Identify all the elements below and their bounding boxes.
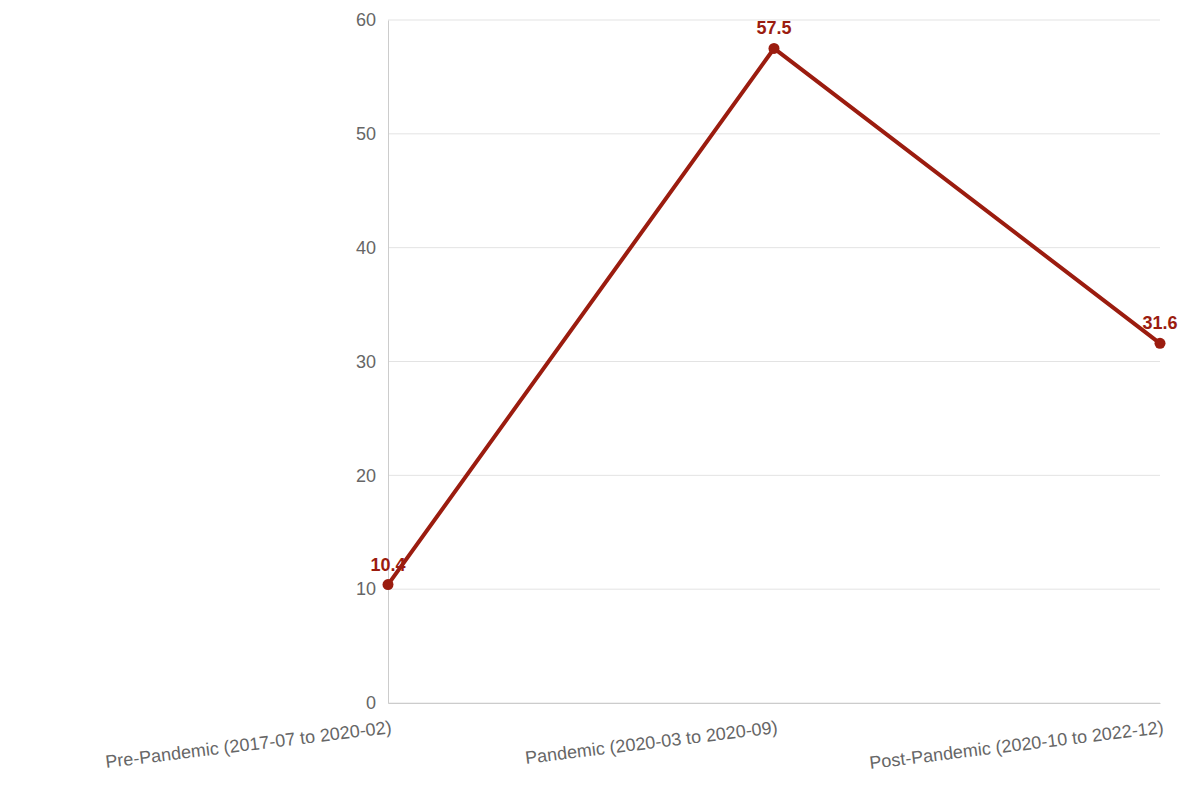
y-tick: 30 (356, 352, 388, 372)
y-tick-label: 10 (356, 579, 376, 599)
marker (1155, 338, 1166, 349)
chart: 0 10 20 30 40 50 60 Pre-Pandemic (2017-07 to 20… (0, 0, 1200, 800)
chart-container: 0 10 20 30 40 50 60 Pre-Pandemic (2017-07 to 20… (0, 0, 1200, 800)
y-axis: 0 10 20 30 40 50 60 (356, 10, 389, 713)
grid-line (388, 589, 1160, 590)
y-tick-label: 40 (356, 238, 376, 258)
y-tick: 50 (356, 124, 388, 144)
y-axis-line (388, 21, 389, 704)
x-tick: Pre-Pandemic (2017-07 to 2020-02) (104, 703, 392, 772)
y-tick: 60 (356, 10, 388, 30)
plot: 0 10 20 30 40 50 60 Pre-Pandemic (2017-07 to 20… (104, 10, 1177, 773)
y-tick-label: 50 (356, 124, 376, 144)
grid-line (388, 703, 1160, 704)
x-tick-label: Pandemic (2020-03 to 2020-09) (524, 717, 779, 768)
y-tick: 20 (356, 466, 388, 486)
grid-line (388, 475, 1160, 476)
grid-line (388, 247, 1160, 248)
y-tick-label: 20 (356, 466, 376, 486)
grid-line (388, 361, 1160, 362)
x-tick: Pandemic (2020-03 to 2020-09) (524, 703, 779, 768)
grid-line (388, 133, 1160, 134)
x-axis: Pre-Pandemic (2017-07 to 2020-02) Pandemi… (104, 703, 1164, 773)
marks (383, 43, 1166, 590)
grid (388, 20, 1160, 703)
x-tick-label: Pre-Pandemic (2017-07 to 2020-02) (104, 717, 392, 772)
y-tick: 40 (356, 238, 388, 258)
x-tick-label: Post-Pandemic (2020-10 to 2022-12) (868, 717, 1164, 773)
data-label: 57.5 (756, 18, 791, 38)
y-tick-label: 0 (366, 693, 376, 713)
x-tick: Post-Pandemic (2020-10 to 2022-12) (868, 703, 1164, 773)
y-tick-label: 30 (356, 352, 376, 372)
marker (383, 579, 394, 590)
marker (769, 43, 780, 54)
line (388, 48, 1160, 584)
data-label: 31.6 (1142, 313, 1177, 333)
data-labels: 10.457.531.6 (370, 18, 1177, 574)
series (383, 43, 1166, 590)
y-tick: 0 (366, 693, 388, 713)
x-axis-line (389, 703, 1161, 704)
y-tick-label: 60 (356, 10, 376, 30)
